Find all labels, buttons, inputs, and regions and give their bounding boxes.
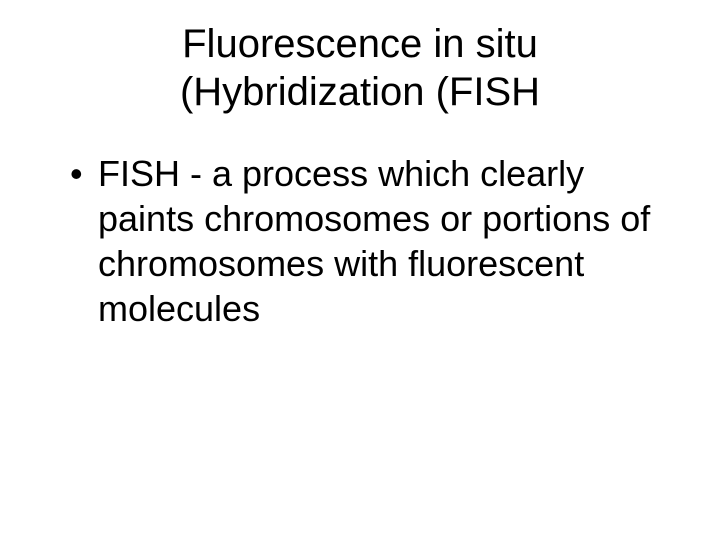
title-line-2: (Hybridization (FISH	[180, 70, 540, 114]
bullet-list: FISH - a process which clearly paints ch…	[40, 151, 680, 331]
title-line-1: Fluorescence in situ	[182, 22, 538, 66]
slide-title: Fluorescence in situ (Hybridization (FIS…	[40, 20, 680, 116]
bullet-text: FISH - a process which clearly paints ch…	[98, 153, 650, 329]
bullet-item: FISH - a process which clearly paints ch…	[70, 151, 680, 331]
